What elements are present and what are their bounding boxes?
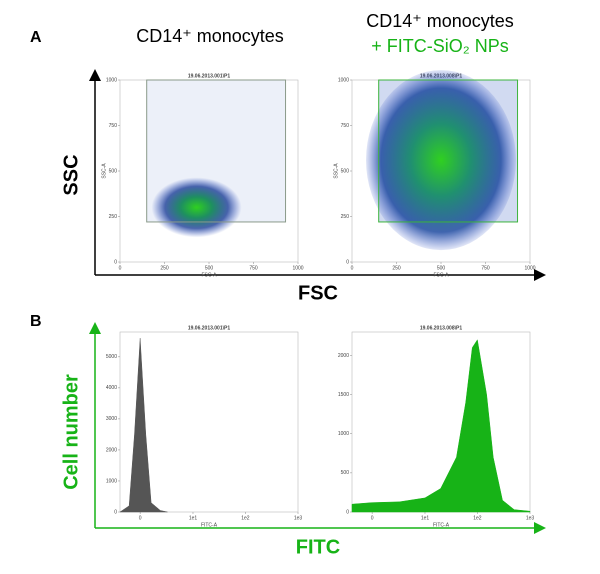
plot-title: 19.06.2013.001\P1 — [188, 325, 230, 331]
y-tick-label: 250 — [341, 214, 350, 220]
x-tick-label: 250 — [392, 265, 401, 271]
y-tick-label: 5000 — [106, 354, 117, 360]
y-tick-label: 0 — [346, 259, 349, 265]
plot-title: 19.06.2013.008\P1 — [420, 325, 462, 331]
x-tick-label: 1e1 — [189, 515, 198, 521]
y-tick-label: 750 — [341, 123, 350, 129]
y-tick-label: 3000 — [106, 416, 117, 422]
x-label: FITC-A — [433, 522, 450, 528]
gate — [378, 79, 519, 223]
x-label: FITC-A — [201, 522, 218, 528]
x-label: FSC-A — [202, 272, 218, 278]
x-tick-label: 750 — [249, 265, 258, 271]
axis-title: FITC — [296, 536, 340, 558]
y-tick-label: 0 — [346, 509, 349, 515]
y-tick-label: 1500 — [338, 392, 349, 398]
x-tick-label: 0 — [139, 515, 142, 521]
density-cloud — [151, 177, 242, 238]
panel-letter: A — [30, 29, 42, 46]
plot-title: 19.06.2013.001\P1 — [188, 73, 230, 79]
x-tick-label: 250 — [160, 265, 169, 271]
heading: + FITC-SiO₂ NPs — [371, 36, 509, 56]
axis-title: Cell number — [60, 374, 82, 490]
plot-frame — [119, 331, 299, 513]
y-tick-label: 250 — [109, 214, 118, 220]
y-label: SSC-A — [101, 163, 107, 179]
y-tick-label: 500 — [341, 470, 350, 476]
gate — [146, 79, 287, 223]
x-tick-label: 0 — [371, 515, 374, 521]
y-tick-label: 1000 — [338, 431, 349, 437]
x-tick-label: 0 — [351, 265, 354, 271]
density-cloud — [366, 70, 516, 251]
y-tick-label: 0 — [114, 509, 117, 515]
histogram — [351, 339, 531, 513]
histogram — [119, 338, 168, 513]
y-tick-label: 750 — [109, 123, 118, 129]
y-tick-label: 2000 — [338, 353, 349, 359]
y-tick-label: 2000 — [106, 447, 117, 453]
x-tick-label: 750 — [481, 265, 490, 271]
x-tick-label: 1e2 — [473, 515, 482, 521]
heading: CD14⁺ monocytes — [136, 26, 284, 46]
y-tick-label: 4000 — [106, 385, 117, 391]
x-label: FSC-A — [434, 272, 450, 278]
x-tick-label: 1e3 — [294, 515, 303, 521]
x-tick-label: 0 — [119, 265, 122, 271]
heading: CD14⁺ monocytes — [366, 11, 514, 31]
x-tick-label: 1000 — [524, 265, 535, 271]
y-tick-label: 1000 — [106, 478, 117, 484]
y-tick-label: 500 — [341, 168, 350, 174]
x-tick-label: 500 — [437, 265, 446, 271]
y-label: SSC-A — [333, 163, 339, 179]
axis-title: SSC — [60, 154, 82, 195]
x-tick-label: 1e1 — [421, 515, 430, 521]
x-tick-label: 1e3 — [526, 515, 535, 521]
y-tick-label: 1000 — [338, 77, 349, 83]
x-tick-label: 1e2 — [241, 515, 250, 521]
x-tick-label: 1000 — [292, 265, 303, 271]
y-tick-label: 0 — [114, 259, 117, 265]
panel-letter: B — [30, 313, 42, 330]
plot-frame — [351, 331, 531, 513]
y-tick-label: 1000 — [106, 77, 117, 83]
axis-title: FSC — [298, 282, 338, 304]
y-tick-label: 500 — [109, 168, 118, 174]
x-tick-label: 500 — [205, 265, 214, 271]
